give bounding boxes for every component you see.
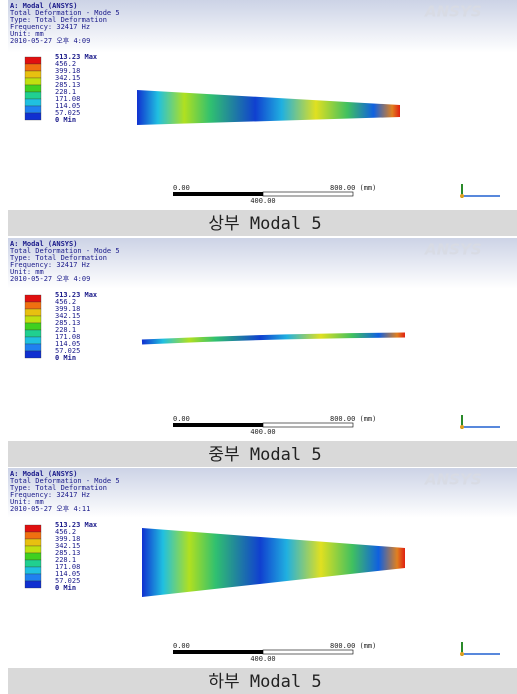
legend-band — [25, 351, 41, 358]
legend-label: 0 Min — [55, 584, 76, 592]
scale-label: 400.00 — [250, 428, 275, 436]
triad-origin — [460, 425, 464, 429]
legend-band — [25, 539, 41, 546]
header-line: 2010-05-27 오후 4:11 — [10, 505, 90, 513]
legend-band — [25, 113, 41, 120]
scale-black — [173, 423, 263, 427]
scale-label: 0.00 — [173, 642, 190, 650]
caption: 하부 Modal 5 — [208, 672, 321, 692]
scale-label: 400.00 — [250, 197, 275, 205]
ansys-logo: ANSYS — [424, 3, 482, 21]
scale-label: 800.00 (mm) — [330, 642, 376, 650]
legend-band — [25, 92, 41, 99]
legend-band — [25, 330, 41, 337]
legend-band — [25, 323, 41, 330]
legend-band — [25, 106, 41, 113]
legend-band — [25, 85, 41, 92]
legend-band — [25, 546, 41, 553]
scale-label: 800.00 (mm) — [330, 415, 376, 423]
legend-band — [25, 337, 41, 344]
legend-band — [25, 316, 41, 323]
legend-band — [25, 99, 41, 106]
header-line: 2010-05-27 오후 4:09 — [10, 37, 90, 45]
legend-band — [25, 71, 41, 78]
legend-band — [25, 525, 41, 532]
legend-band — [25, 553, 41, 560]
legend-band — [25, 64, 41, 71]
screenshot: A: Modal (ANSYS)Total Deformation - Mode… — [0, 0, 517, 694]
triad-origin — [460, 194, 464, 198]
ansys-logo: ANSYS — [424, 471, 482, 489]
legend-band — [25, 78, 41, 85]
scale-label: 0.00 — [173, 415, 190, 423]
legend-band — [25, 295, 41, 302]
scale-white — [263, 423, 353, 427]
legend-band — [25, 309, 41, 316]
legend-band — [25, 532, 41, 539]
triad-origin — [460, 652, 464, 656]
scale-black — [173, 650, 263, 654]
scale-black — [173, 192, 263, 196]
caption: 중부 Modal 5 — [208, 445, 321, 465]
scale-label: 0.00 — [173, 184, 190, 192]
legend-label: 0 Min — [55, 116, 76, 124]
result-panel: A: Modal (ANSYS)Total Deformation - Mode… — [8, 0, 517, 236]
scale-label: 800.00 (mm) — [330, 184, 376, 192]
scale-white — [263, 650, 353, 654]
ansys-logo: ANSYS — [424, 241, 482, 259]
caption: 상부 Modal 5 — [208, 214, 321, 234]
scale-white — [263, 192, 353, 196]
legend-band — [25, 581, 41, 588]
result-panel: A: Modal (ANSYS)Total Deformation - Mode… — [8, 238, 517, 467]
legend-label: 0 Min — [55, 354, 76, 362]
header-line: 2010-05-27 오후 4:09 — [10, 275, 90, 283]
legend-band — [25, 560, 41, 567]
scale-label: 400.00 — [250, 655, 275, 663]
result-panel: A: Modal (ANSYS)Total Deformation - Mode… — [8, 468, 517, 694]
legend-band — [25, 344, 41, 351]
legend-band — [25, 574, 41, 581]
legend-band — [25, 302, 41, 309]
legend-band — [25, 57, 41, 64]
legend-band — [25, 567, 41, 574]
